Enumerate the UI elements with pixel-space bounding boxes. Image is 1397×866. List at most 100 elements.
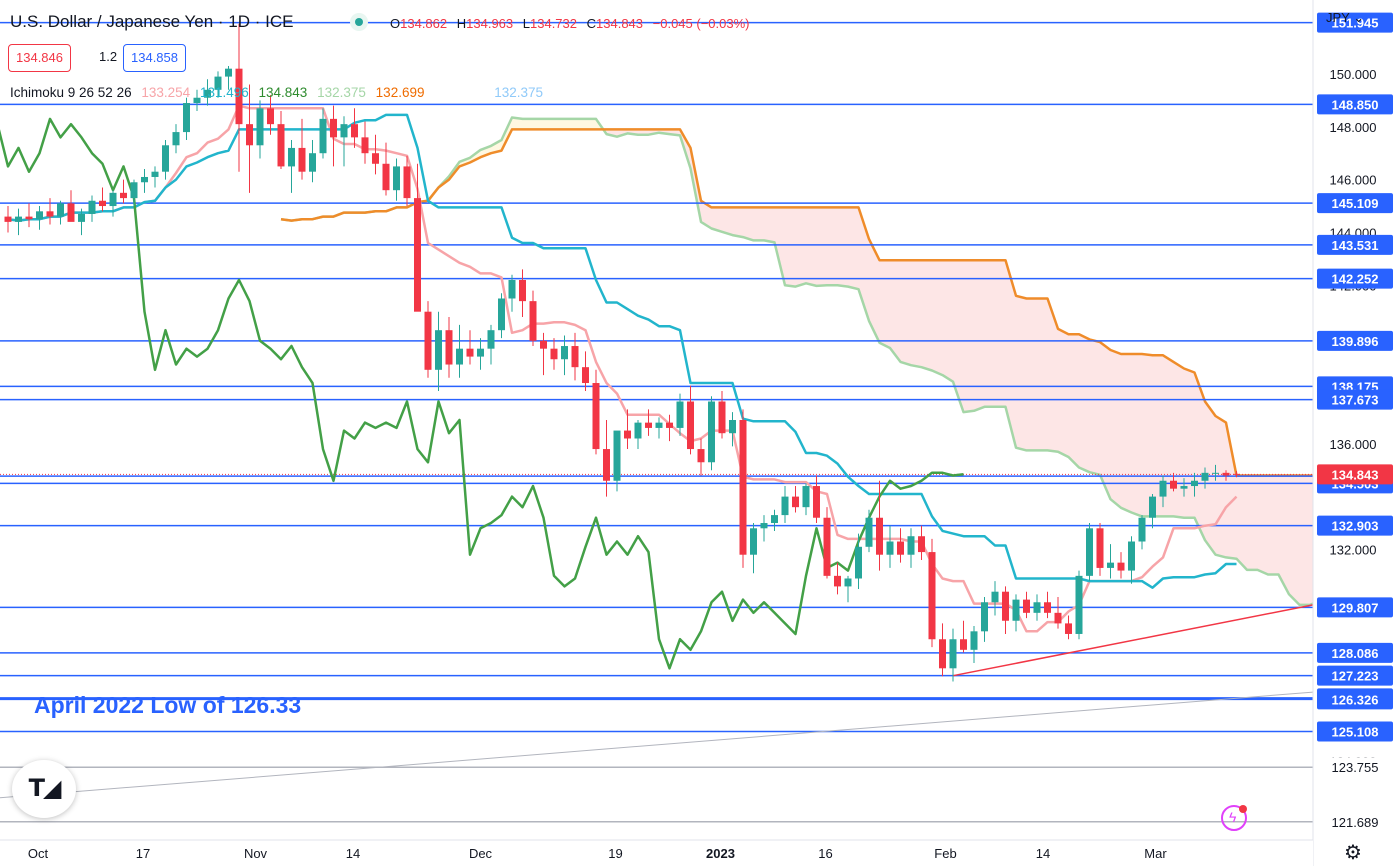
last-price-tag	[1317, 464, 1393, 485]
open-label: O	[390, 16, 401, 31]
candle	[361, 137, 369, 154]
spread-value: 1.2	[92, 44, 125, 70]
currency-selector[interactable]: JPY ⌄	[1326, 10, 1364, 26]
ichimoku-cloud	[1005, 260, 1016, 448]
ichimoku-cloud	[963, 260, 974, 413]
tradingview-logo-icon: T◢	[28, 774, 62, 802]
ichimoku-cloud	[1121, 353, 1132, 513]
market-status-icon	[350, 13, 368, 31]
ichimoku-cloud	[1194, 372, 1205, 541]
symbol-title[interactable]: U.S. Dollar / Japanese Yen · 1D · ICE	[10, 12, 294, 31]
ichimoku-cloud	[1089, 339, 1100, 475]
time-tick-label: Nov	[244, 846, 268, 861]
candle	[25, 216, 33, 220]
ichimoku-cloud	[774, 207, 785, 286]
tradingview-logo[interactable]: T◢	[12, 760, 76, 818]
candle	[781, 496, 789, 516]
candle	[288, 147, 295, 167]
ichimoku-cloud	[1079, 334, 1090, 473]
candle	[991, 591, 999, 603]
close-value: 134.843	[596, 16, 644, 31]
candle	[771, 515, 778, 524]
candle	[78, 213, 85, 222]
gear-icon[interactable]: ⚙	[1344, 842, 1362, 864]
candle	[351, 124, 358, 138]
ichimoku-cloud	[1100, 342, 1111, 500]
ichimoku-cloud	[1110, 350, 1121, 508]
candle	[519, 280, 526, 302]
ichimoku-cloud	[1215, 416, 1226, 558]
ichimoku-cloud	[1184, 368, 1195, 518]
candle	[1201, 472, 1209, 481]
candle	[151, 171, 159, 177]
candle	[949, 639, 957, 669]
level-price-label: 142.252	[1332, 272, 1379, 287]
candle	[487, 330, 495, 349]
candle	[1096, 528, 1104, 568]
candle	[928, 552, 936, 640]
ichimoku-cloud	[1247, 475, 1258, 570]
ichimoku-cloud	[900, 260, 911, 366]
candle	[561, 346, 568, 360]
candle	[57, 203, 64, 217]
candle	[760, 523, 768, 529]
candle	[46, 211, 54, 217]
price-tick-label: 146.000	[1330, 173, 1377, 188]
notification-dot-icon	[1239, 805, 1247, 813]
candle	[382, 163, 390, 191]
ichimoku-cloud	[1289, 475, 1300, 605]
ichimoku-cloud	[711, 207, 722, 232]
candle	[529, 301, 537, 341]
ichimoku-cloud	[785, 207, 796, 287]
candle	[172, 132, 180, 146]
candle	[4, 216, 12, 222]
level-price-label: 126.326	[1332, 692, 1379, 707]
candle	[855, 546, 862, 579]
candle	[204, 89, 211, 98]
candle	[1170, 480, 1177, 489]
candle	[1023, 599, 1030, 613]
ichimoku-cloud	[753, 207, 764, 241]
ohlc-readout: O134.862 H134.963 L134.732 C134.843 −0.0…	[390, 16, 756, 31]
level-price-tag	[1317, 642, 1393, 663]
ichimoku-cloud	[848, 207, 859, 290]
level-price-tag	[1317, 94, 1393, 115]
level-price-tag	[1317, 811, 1393, 832]
candle	[939, 639, 946, 669]
time-tick-label: 19	[608, 846, 622, 861]
candle	[109, 192, 117, 207]
level-price-tag	[1317, 193, 1393, 214]
ichimoku-cloud	[890, 260, 901, 362]
open-value: 134.862	[400, 16, 448, 31]
ichimoku-cloud	[1131, 353, 1142, 517]
flash-icon[interactable]: ϟ	[1221, 805, 1247, 831]
ichimoku-value: 134.843	[258, 85, 308, 100]
ichimoku-cloud	[942, 260, 953, 382]
sell-button[interactable]: 134.846	[8, 44, 71, 72]
candle	[141, 176, 148, 183]
candle	[214, 76, 222, 90]
high-value: 134.963	[466, 16, 514, 31]
candle	[67, 203, 75, 222]
candle	[193, 97, 201, 104]
ichimoku-legend[interactable]: Ichimoku 9 26 52 26 133.254 131.496 134.…	[10, 85, 549, 100]
candle	[498, 298, 505, 331]
ichimoku-cloud	[1299, 475, 1310, 605]
candle	[403, 166, 411, 199]
candle	[477, 348, 484, 357]
time-tick-label: 2023	[706, 846, 735, 861]
high-label: H	[456, 16, 467, 31]
ichimoku-cloud	[837, 207, 848, 287]
close-label: C	[586, 16, 597, 31]
ichimoku-cloud	[564, 118, 575, 130]
candle	[1012, 599, 1020, 621]
ichimoku-cloud	[1236, 475, 1247, 570]
candle	[687, 401, 694, 450]
candle	[1075, 575, 1083, 634]
candle	[1138, 517, 1146, 542]
buy-button[interactable]: 134.858	[123, 44, 186, 72]
candle	[823, 517, 831, 576]
candle	[550, 348, 558, 360]
level-price-label: 123.755	[1332, 760, 1379, 775]
